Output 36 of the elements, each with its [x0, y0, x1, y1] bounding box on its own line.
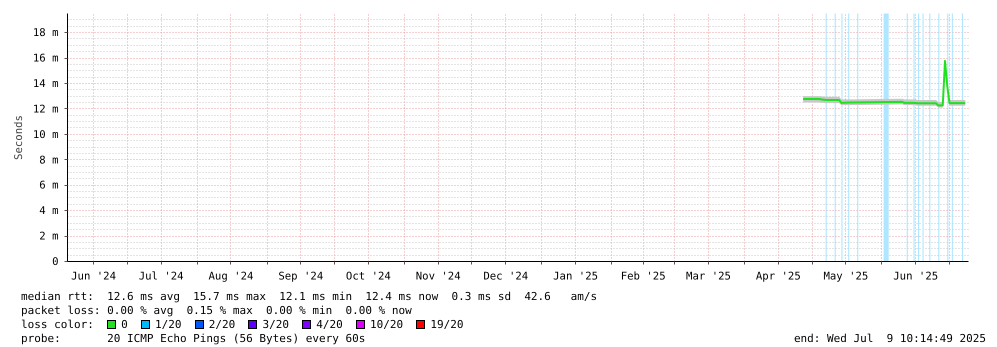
x-tick-label: Oct '24 [346, 270, 391, 282]
x-tick-label: Aug '24 [208, 270, 254, 282]
x-tick-label: Feb '25 [620, 270, 666, 282]
legend-label: 10/20 [370, 318, 404, 331]
y-tick-label: 2 m [39, 230, 59, 243]
x-tick-label: Jul '24 [138, 270, 184, 282]
y-tick-label: 16 m [32, 52, 59, 65]
legend-title: loss color: [21, 318, 94, 331]
y-tick-label: 0 [52, 255, 59, 268]
legend-label: 4/20 [316, 318, 343, 331]
x-tick-label: Dec '24 [483, 270, 528, 282]
text: end: Wed Jul 9 10:14:49 2025 [794, 332, 986, 346]
y-tick-label: 10 m [32, 128, 59, 141]
legend-label: 2/20 [208, 318, 236, 331]
y-tick-label: 18 m [32, 26, 59, 40]
y-tick-label: 8 m [39, 153, 59, 166]
y-tick-label: 6 m [39, 178, 59, 192]
text: probe: 20 ICMP Echo Pings (56 Bytes) every 60s [21, 332, 366, 346]
text: median rtt: 12.6 ms avg 15.7 ms max 12.1 ms min 12.4 ms now 0.3 ms sd 42.6 am/s [21, 290, 598, 304]
x-tick-label: Jun '24 [71, 270, 116, 282]
legend-label: 1/20 [154, 318, 182, 331]
x-tick-label: Apr '25 [756, 270, 801, 282]
x-tick-label: Jan '25 [553, 270, 598, 282]
y-tick-label: 14 m [32, 76, 59, 90]
x-tick-label: Jun '25 [893, 270, 938, 282]
x-tick-label: Nov '24 [416, 270, 461, 282]
x-tick-label: Sep '24 [278, 270, 324, 282]
y-tick-label: 4 m [39, 204, 59, 218]
x-tick-label: Mar '25 [686, 270, 731, 282]
x-tick-label: May '25 [823, 270, 868, 282]
legend-label: 3/20 [262, 318, 289, 331]
legend-label: 19/20 [430, 318, 464, 331]
legend-label: 0 [121, 318, 128, 331]
text: packet loss: 0.00 % avg 0.15 % max 0.00 % min 0.00 % now [21, 304, 413, 318]
y-tick-label: 12 m [32, 102, 59, 116]
y-axis-title: Seconds [12, 115, 25, 160]
